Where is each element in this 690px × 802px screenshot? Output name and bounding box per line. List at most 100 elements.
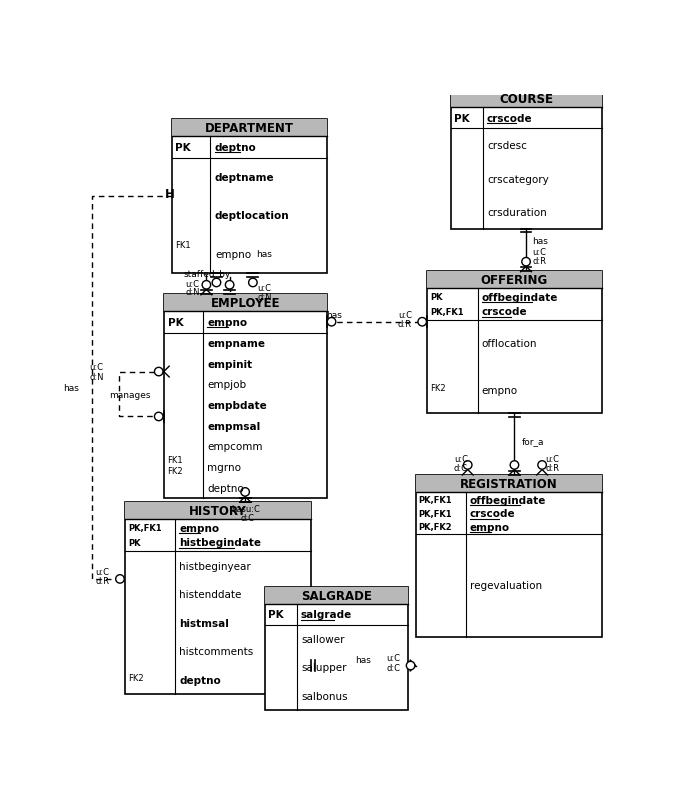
Text: d:R: d:R bbox=[532, 257, 546, 265]
Text: crscode: crscode bbox=[487, 114, 533, 124]
Bar bbox=[415, 476, 602, 492]
Text: empname: empname bbox=[207, 338, 265, 348]
Text: PK,FK1: PK,FK1 bbox=[419, 496, 453, 504]
Bar bbox=[125, 502, 311, 695]
Text: deptno: deptno bbox=[207, 483, 244, 493]
Text: salbonus: salbonus bbox=[301, 691, 348, 701]
Text: d:R: d:R bbox=[398, 319, 412, 328]
Text: d:C: d:C bbox=[386, 662, 400, 672]
Text: has: has bbox=[326, 311, 342, 320]
Text: d:C: d:C bbox=[241, 513, 255, 522]
Bar bbox=[264, 587, 408, 604]
Text: u:C: u:C bbox=[257, 283, 272, 292]
Text: offlocation: offlocation bbox=[482, 339, 537, 349]
Text: for_a: for_a bbox=[522, 436, 544, 445]
Text: PK,FK1: PK,FK1 bbox=[431, 308, 464, 317]
Text: empno: empno bbox=[179, 523, 219, 533]
Circle shape bbox=[213, 279, 221, 287]
Text: d:C: d:C bbox=[454, 464, 468, 472]
Circle shape bbox=[464, 461, 472, 470]
Text: salgrade: salgrade bbox=[301, 610, 352, 620]
Text: u:C: u:C bbox=[186, 279, 199, 289]
Text: mgrno: mgrno bbox=[207, 463, 241, 472]
Text: d:R: d:R bbox=[545, 464, 559, 472]
Text: has: has bbox=[63, 383, 79, 393]
Text: deptname: deptname bbox=[215, 172, 275, 183]
Text: u:C: u:C bbox=[386, 654, 400, 662]
Bar bbox=[451, 91, 602, 229]
Text: COURSE: COURSE bbox=[499, 93, 553, 106]
Circle shape bbox=[538, 461, 546, 470]
Text: EMPLOYEE: EMPLOYEE bbox=[210, 297, 280, 310]
Circle shape bbox=[241, 488, 249, 496]
Bar bbox=[427, 272, 602, 289]
Circle shape bbox=[248, 279, 257, 287]
Text: u:C: u:C bbox=[95, 567, 110, 576]
Circle shape bbox=[418, 318, 426, 326]
Text: empmsal: empmsal bbox=[207, 421, 260, 431]
Text: PK,FK1: PK,FK1 bbox=[419, 509, 453, 518]
Bar bbox=[172, 120, 326, 137]
Text: u:C: u:C bbox=[454, 454, 468, 463]
Text: u:C: u:C bbox=[89, 363, 104, 372]
Bar bbox=[172, 120, 326, 274]
Text: deptlocation: deptlocation bbox=[215, 211, 290, 221]
Text: manages: manages bbox=[110, 390, 151, 399]
Text: SALGRADE: SALGRADE bbox=[301, 589, 372, 602]
Text: DEPARTMENT: DEPARTMENT bbox=[204, 122, 293, 135]
Text: histbegindate: histbegindate bbox=[179, 538, 262, 548]
Text: offbegindate: offbegindate bbox=[482, 292, 558, 302]
Circle shape bbox=[155, 413, 163, 421]
Text: histbeginyear: histbeginyear bbox=[179, 561, 251, 571]
Text: PK: PK bbox=[268, 610, 284, 620]
Text: offbegindate: offbegindate bbox=[470, 495, 546, 505]
Text: PK: PK bbox=[455, 114, 470, 124]
Text: empno: empno bbox=[470, 522, 510, 532]
Circle shape bbox=[202, 282, 210, 290]
Text: regevaluation: regevaluation bbox=[470, 581, 542, 591]
Text: FK1: FK1 bbox=[175, 241, 191, 249]
Bar bbox=[451, 91, 602, 107]
Circle shape bbox=[510, 461, 519, 470]
Text: FK2: FK2 bbox=[128, 673, 144, 682]
Text: PK: PK bbox=[175, 143, 191, 152]
Text: histcomments: histcomments bbox=[179, 646, 253, 657]
Text: histenddate: histenddate bbox=[179, 589, 242, 599]
Bar bbox=[164, 294, 326, 311]
Text: staffed_by: staffed_by bbox=[184, 269, 231, 278]
Text: empbdate: empbdate bbox=[207, 400, 267, 411]
Text: PK,FK2: PK,FK2 bbox=[419, 522, 453, 532]
Circle shape bbox=[155, 368, 163, 376]
Text: d:N: d:N bbox=[186, 288, 200, 297]
Text: crsdesc: crsdesc bbox=[487, 141, 526, 151]
Text: PK,FK1: PK,FK1 bbox=[128, 524, 161, 533]
Text: HISTORY: HISTORY bbox=[189, 504, 247, 517]
Text: salupper: salupper bbox=[301, 662, 346, 673]
Text: d:N: d:N bbox=[89, 372, 104, 381]
Text: has: has bbox=[256, 250, 272, 259]
Bar bbox=[427, 272, 602, 414]
Circle shape bbox=[226, 282, 234, 290]
Text: deptno: deptno bbox=[179, 675, 221, 685]
Text: has: has bbox=[355, 655, 371, 664]
Bar bbox=[415, 476, 602, 637]
Text: crscategory: crscategory bbox=[487, 174, 549, 184]
Text: FK2: FK2 bbox=[431, 383, 446, 392]
Circle shape bbox=[327, 318, 336, 326]
Text: sallower: sallower bbox=[301, 634, 344, 645]
Text: d:R: d:R bbox=[95, 577, 110, 585]
Text: empno: empno bbox=[215, 249, 251, 260]
Text: REGISTRATION: REGISTRATION bbox=[460, 477, 558, 490]
Text: crsduration: crsduration bbox=[487, 208, 546, 217]
Circle shape bbox=[116, 575, 124, 583]
Text: PK: PK bbox=[128, 538, 141, 547]
Text: H: H bbox=[164, 188, 175, 200]
Circle shape bbox=[406, 662, 415, 670]
Bar bbox=[125, 502, 311, 519]
Text: crscode: crscode bbox=[470, 508, 515, 518]
Bar bbox=[164, 294, 326, 499]
Text: histmsal: histmsal bbox=[179, 618, 229, 628]
Text: FK1
FK2: FK1 FK2 bbox=[168, 456, 184, 475]
Text: u:C: u:C bbox=[545, 454, 559, 463]
Text: empinit: empinit bbox=[207, 359, 253, 369]
